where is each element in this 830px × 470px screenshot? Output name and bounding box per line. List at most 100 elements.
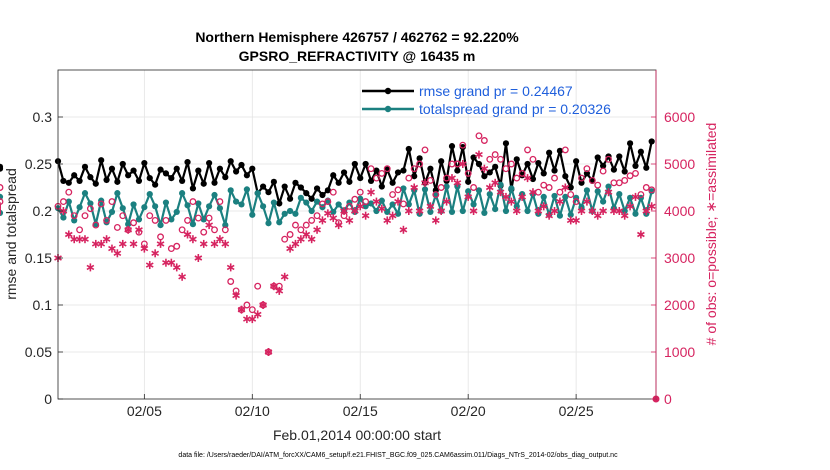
- series-point: [502, 140, 510, 147]
- assimilated-obs-marker: [475, 150, 483, 159]
- left-y-tick-label: 0.2: [33, 203, 53, 219]
- possible-obs-marker: [642, 184, 650, 191]
- series-point: [330, 172, 337, 179]
- series-point: [87, 174, 94, 181]
- series-point: [362, 203, 369, 210]
- assimilated-obs-marker: [172, 263, 181, 272]
- series-point: [308, 207, 315, 215]
- series-point: [459, 143, 466, 151]
- assimilated-obs-marker: [151, 249, 160, 258]
- assimilated-obs-marker: [556, 197, 564, 206]
- assimilated-obs-marker: [226, 263, 235, 272]
- possible-obs-marker: [497, 155, 505, 163]
- assimilated-obs-marker: [97, 239, 106, 248]
- series-point: [556, 147, 564, 154]
- possible-obs-marker: [486, 155, 494, 163]
- series-point: [195, 200, 202, 207]
- series-point: [227, 187, 234, 194]
- series-point: [211, 179, 218, 186]
- assimilated-obs-marker: [583, 197, 591, 206]
- possible-obs-marker: [394, 186, 402, 194]
- series-point: [243, 186, 250, 193]
- assimilated-obs-marker: [156, 239, 165, 248]
- possible-obs-marker: [345, 202, 353, 210]
- x-tick-label: 02/20: [451, 403, 486, 419]
- assimilated-obs-marker: [334, 221, 343, 230]
- assimilated-obs-marker: [275, 286, 284, 295]
- series-point: [405, 201, 412, 208]
- possible-obs-marker: [378, 169, 386, 177]
- series-point: [146, 190, 153, 198]
- series-point: [189, 185, 197, 192]
- series-2: [0, 132, 656, 356]
- possible-obs-marker: [551, 174, 558, 182]
- series-point: [448, 208, 456, 216]
- series-point: [583, 187, 591, 194]
- series-point: [114, 178, 121, 185]
- assimilated-obs-marker: [637, 230, 645, 239]
- series-point: [200, 216, 207, 223]
- series-point: [243, 172, 250, 179]
- series-point: [292, 210, 299, 217]
- series-point: [335, 179, 342, 186]
- right-y-tick-label: 0: [664, 391, 672, 407]
- possible-obs-marker: [221, 226, 229, 234]
- possible-obs-marker: [76, 226, 84, 234]
- possible-obs-marker: [599, 167, 607, 175]
- possible-obs-marker: [372, 174, 380, 182]
- assimilated-obs-marker: [286, 244, 294, 253]
- series-point: [227, 158, 234, 165]
- assimilated-obs-marker: [361, 211, 370, 220]
- series-point: [173, 208, 180, 216]
- assimilated-obs-marker: [323, 209, 332, 218]
- assimilated-obs-marker: [426, 202, 435, 211]
- assimilated-obs-marker: [464, 192, 473, 201]
- possible-obs-marker: [507, 160, 515, 168]
- legend: rmse grand pr = 0.24467 totalspread gran…: [362, 83, 611, 117]
- series-point: [216, 205, 224, 212]
- assimilated-obs-marker: [189, 235, 197, 244]
- series-point: [562, 173, 569, 180]
- possible-obs-marker: [588, 176, 596, 184]
- possible-obs-marker: [356, 188, 364, 196]
- series-point: [448, 143, 456, 150]
- assimilated-obs-marker: [64, 230, 73, 239]
- series-point: [259, 203, 267, 210]
- series-point: [108, 165, 116, 172]
- series-point: [189, 221, 197, 228]
- series-point: [481, 209, 488, 216]
- series-point: [373, 207, 380, 215]
- series-point: [254, 190, 261, 197]
- series-point: [529, 175, 537, 183]
- possible-obs-marker: [567, 191, 575, 198]
- assimilated-obs-marker: [81, 235, 89, 244]
- legend-entry-totalspread: totalspread grand pr = 0.20326: [362, 101, 611, 117]
- series-point: [259, 183, 267, 190]
- assimilated-obs-marker: [194, 254, 203, 262]
- possible-obs-marker: [329, 188, 337, 196]
- possible-obs-marker: [254, 282, 262, 290]
- assimilated-obs-marker: [318, 216, 327, 225]
- assimilated-obs-marker: [205, 221, 213, 230]
- series-point: [92, 180, 99, 187]
- right-y-tick-label: 3000: [664, 250, 695, 266]
- series-point: [125, 221, 132, 228]
- possible-obs-marker: [443, 174, 451, 182]
- assimilated-obs-marker: [437, 207, 446, 215]
- series-point: [330, 208, 337, 216]
- series-point: [297, 194, 304, 201]
- legend-entry-rmse: rmse grand pr = 0.24467: [362, 83, 573, 99]
- series-point: [632, 162, 639, 169]
- series-point: [335, 201, 342, 208]
- possible-obs-marker: [200, 228, 208, 236]
- possible-obs-marker: [146, 212, 154, 220]
- series-point: [540, 193, 547, 200]
- assimilated-obs-marker: [270, 282, 278, 291]
- series-point: [71, 217, 78, 224]
- possible-obs-marker: [211, 226, 218, 234]
- series-point: [276, 219, 283, 226]
- assimilated-obs-marker: [469, 207, 478, 215]
- assimilated-obs-marker: [345, 216, 354, 225]
- assimilated-obs-marker: [232, 291, 240, 300]
- possible-obs-marker: [459, 141, 467, 149]
